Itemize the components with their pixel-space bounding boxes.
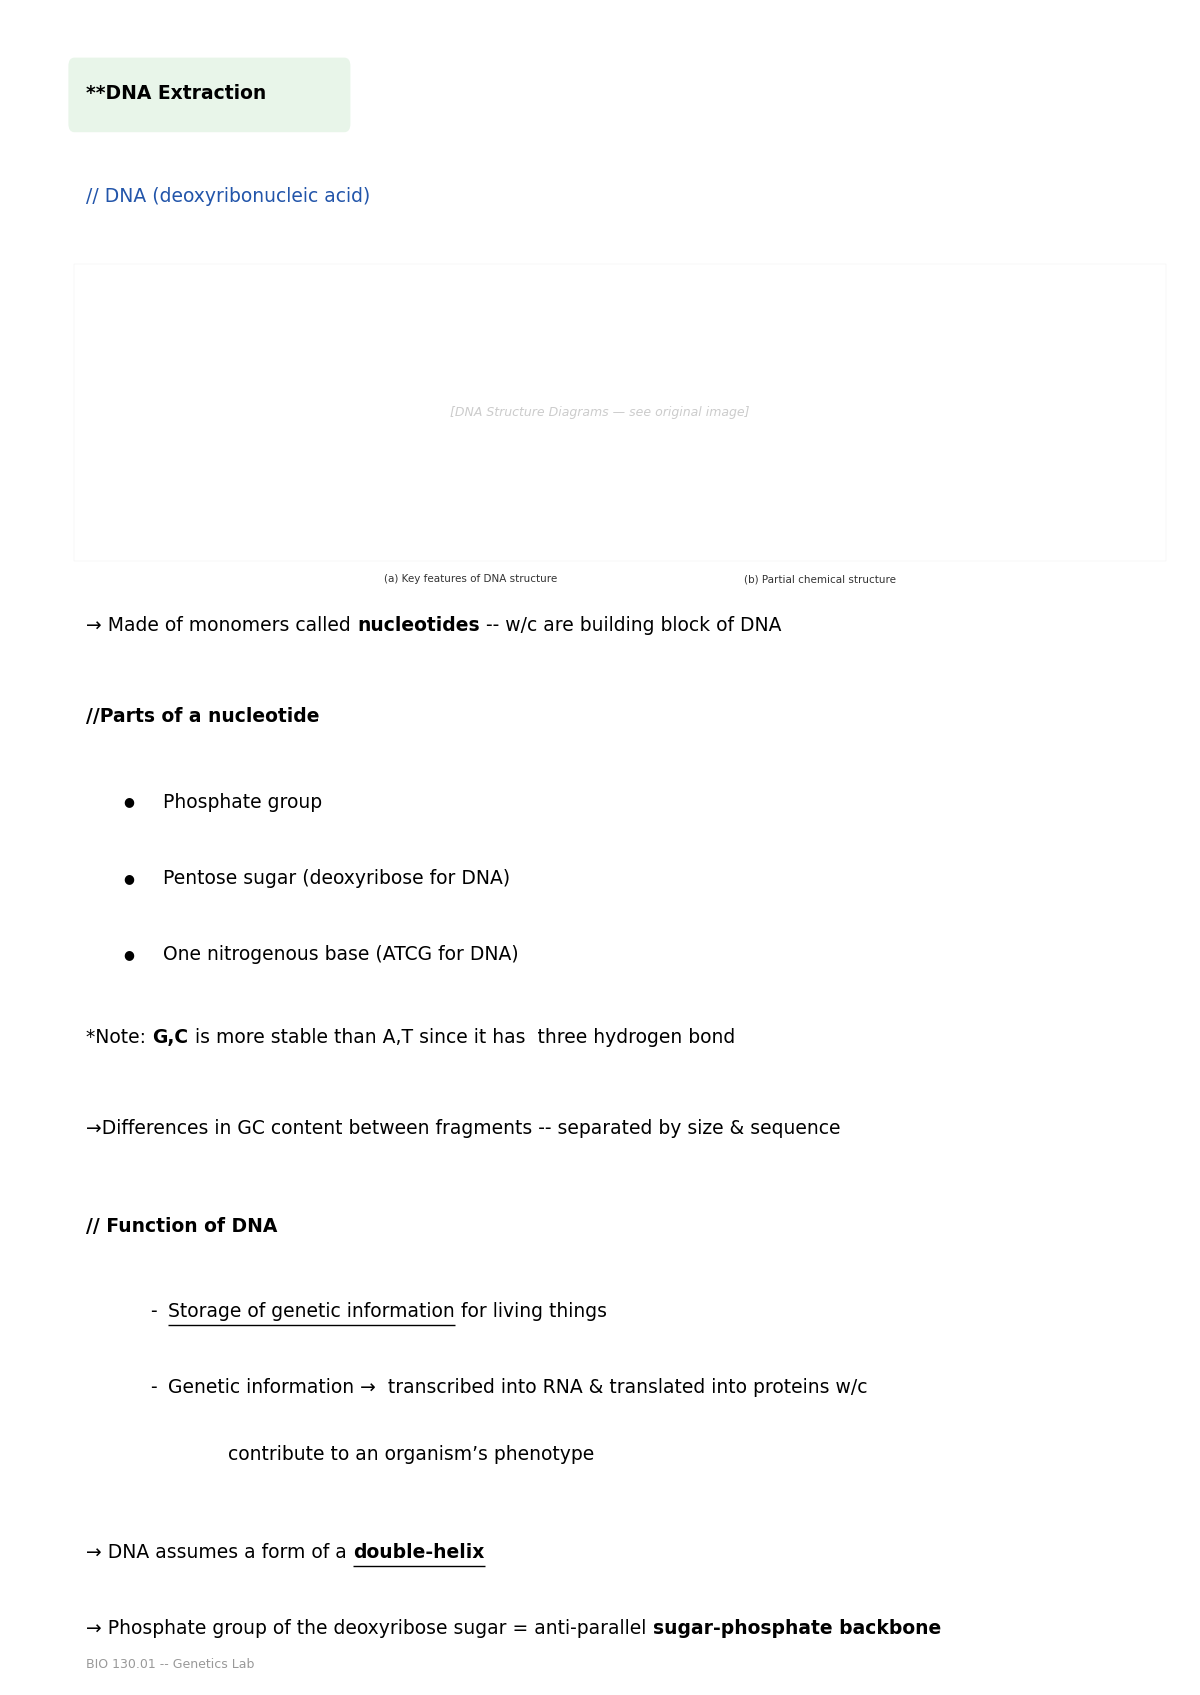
Text: ●: ● bbox=[124, 871, 134, 885]
Text: //Parts of a nucleotide: //Parts of a nucleotide bbox=[86, 707, 320, 725]
Text: -- w/c are building block of DNA: -- w/c are building block of DNA bbox=[480, 615, 781, 634]
Text: →Differences in GC content between fragments -- separated by size & sequence: →Differences in GC content between fragm… bbox=[86, 1119, 841, 1137]
Text: nucleotides: nucleotides bbox=[358, 615, 480, 634]
Text: -: - bbox=[150, 1378, 157, 1397]
Text: // Function of DNA: // Function of DNA bbox=[86, 1217, 277, 1236]
Text: -: - bbox=[150, 1302, 157, 1320]
Text: One nitrogenous base (ATCG for DNA): One nitrogenous base (ATCG for DNA) bbox=[163, 946, 518, 964]
FancyBboxPatch shape bbox=[68, 58, 350, 132]
Text: [DNA Structure Diagrams — see original image]: [DNA Structure Diagrams — see original i… bbox=[450, 405, 750, 419]
Text: contribute to an organism’s phenotype: contribute to an organism’s phenotype bbox=[228, 1446, 594, 1464]
Text: *Note:: *Note: bbox=[86, 1027, 152, 1046]
Text: double-helix: double-helix bbox=[353, 1542, 485, 1563]
Text: ●: ● bbox=[124, 948, 134, 961]
Text: Phosphate group: Phosphate group bbox=[163, 793, 323, 812]
Text: // DNA (deoxyribonucleic acid): // DNA (deoxyribonucleic acid) bbox=[86, 188, 371, 207]
Text: sugar-phosphate backbone: sugar-phosphate backbone bbox=[653, 1619, 941, 1639]
Text: is more stable than A,T since it has  three hydrogen bond: is more stable than A,T since it has thr… bbox=[188, 1027, 734, 1046]
Text: → DNA assumes a form of a: → DNA assumes a form of a bbox=[86, 1542, 353, 1563]
Text: Storage of genetic information: Storage of genetic information bbox=[168, 1302, 455, 1320]
Text: for living things: for living things bbox=[455, 1302, 607, 1320]
Text: (b) Partial chemical structure: (b) Partial chemical structure bbox=[744, 575, 896, 585]
Text: G,C: G,C bbox=[152, 1027, 188, 1046]
Text: → Phosphate group of the deoxyribose sugar = anti-parallel: → Phosphate group of the deoxyribose sug… bbox=[86, 1619, 653, 1639]
FancyBboxPatch shape bbox=[74, 264, 1166, 561]
Text: → Made of monomers called: → Made of monomers called bbox=[86, 615, 358, 634]
Text: ●: ● bbox=[124, 795, 134, 809]
Text: **DNA Extraction: **DNA Extraction bbox=[86, 83, 266, 103]
Text: Pentose sugar (deoxyribose for DNA): Pentose sugar (deoxyribose for DNA) bbox=[163, 870, 510, 888]
Text: (a) Key features of DNA structure: (a) Key features of DNA structure bbox=[384, 575, 557, 585]
Text: Genetic information →  transcribed into RNA & translated into proteins w/c: Genetic information → transcribed into R… bbox=[168, 1378, 868, 1397]
Text: BIO 130.01 -- Genetics Lab: BIO 130.01 -- Genetics Lab bbox=[86, 1658, 254, 1671]
